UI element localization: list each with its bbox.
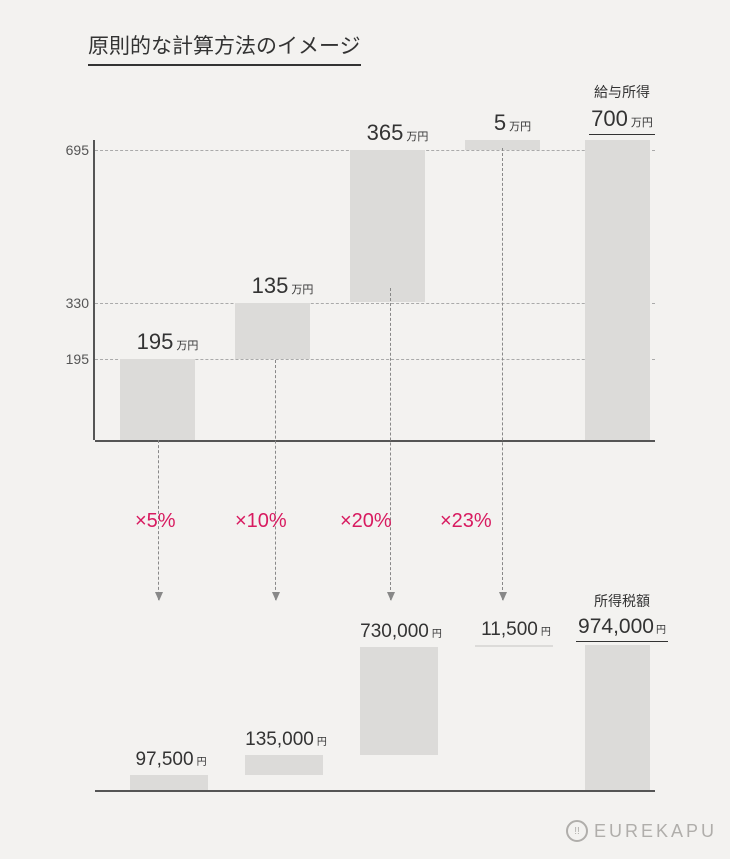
bar-value-label: 5万円 [455,110,570,136]
total-income-bar [585,140,650,440]
income-bracket-bar [235,303,310,359]
logo-text: EUREKAPU [594,821,717,842]
tax-amount-bar [360,647,438,756]
top-waterfall-chart: 195330695195万円135万円365万円5万円給与所得700万円 [95,140,655,440]
arrow-down-icon [275,360,276,600]
y-tick-label: 330 [66,295,95,311]
tax-rate-label: ×23% [440,510,492,533]
bottom-waterfall-chart: 97,500円135,000円730,000円11,500円所得税額974,00… [95,645,655,790]
bar-value-label: 195万円 [110,329,225,355]
brand-logo: !! EUREKAPU [566,820,717,842]
tax-amount-bar [245,755,323,775]
tax-rate-label: ×5% [135,510,176,533]
page-title: 原則的な計算方法のイメージ [88,30,361,66]
arrow-down-icon [390,288,391,600]
gridline [95,303,655,304]
tax-amount-label: 730,000円 [342,621,460,643]
tax-rate-label: ×20% [340,510,392,533]
income-bracket-bar [350,150,425,302]
y-tick-label: 195 [66,351,95,367]
logo-icon: !! [566,820,588,842]
bar-value-label: 365万円 [340,120,455,146]
income-tax-header: 所得税額974,000円 [557,591,687,642]
tax-rate-label: ×10% [235,510,287,533]
arrow-down-icon [502,148,503,600]
tax-amount-label: 97,500円 [112,749,230,771]
total-tax-bar [585,645,650,790]
tax-amount-label: 135,000円 [227,729,345,751]
tax-amount-bar [475,645,553,647]
tax-amount-bar [130,775,208,790]
bar-value-label: 135万円 [225,273,340,299]
income-bracket-bar [120,359,195,440]
salary-income-header: 給与所得700万円 [567,82,677,135]
y-tick-label: 695 [66,142,95,158]
